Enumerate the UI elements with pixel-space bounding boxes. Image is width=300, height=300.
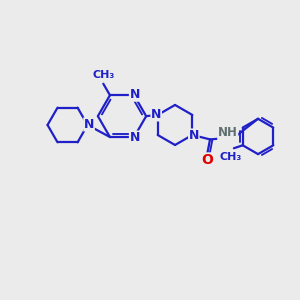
- Text: CH₃: CH₃: [92, 70, 115, 80]
- Text: N: N: [151, 108, 161, 121]
- Text: NH: NH: [218, 126, 238, 140]
- Text: N: N: [189, 129, 199, 142]
- Text: N: N: [130, 131, 140, 144]
- Text: N: N: [130, 88, 140, 101]
- Text: N: N: [84, 118, 94, 131]
- Text: CH₃: CH₃: [219, 152, 242, 162]
- Text: O: O: [201, 153, 213, 167]
